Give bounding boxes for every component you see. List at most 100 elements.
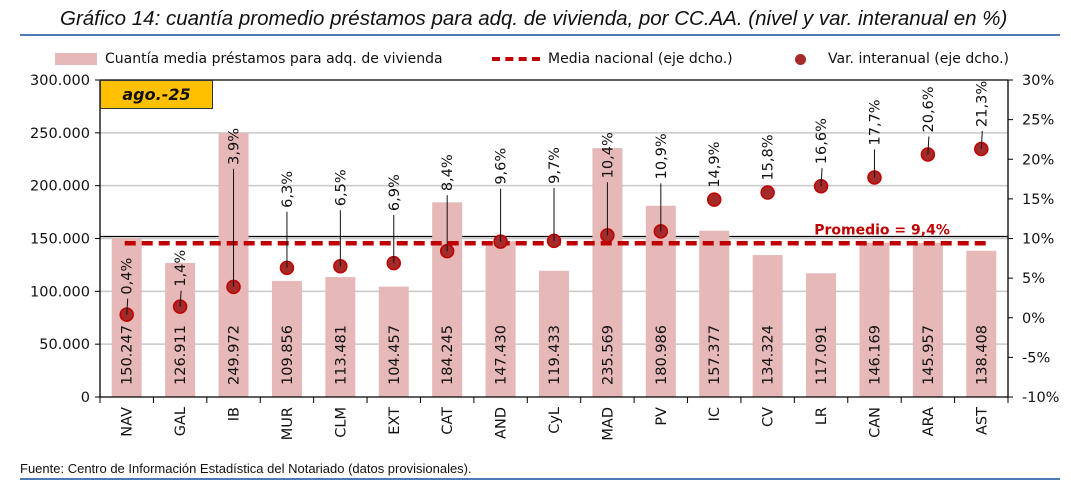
variation-label: 6,5% xyxy=(333,169,349,206)
bar-MUR xyxy=(271,280,302,397)
variation-label: 3,9% xyxy=(227,128,243,165)
bar-AND xyxy=(485,241,516,397)
bar-CAN xyxy=(859,242,890,397)
bar-value-label: 126.911 xyxy=(173,325,189,385)
variation-label: 16,6% xyxy=(814,118,830,164)
average-annotation: Promedio = 9,4% xyxy=(814,222,950,238)
category-label-MUR: MUR xyxy=(280,407,296,440)
bar-value-label: 119.433 xyxy=(547,325,563,385)
variation-dots xyxy=(119,141,989,322)
category-label-MAD: MAD xyxy=(600,407,616,441)
right-tick-label: 0% xyxy=(1022,311,1045,327)
bar-value-label: 109.856 xyxy=(280,325,296,385)
bar-value-label: 150.247 xyxy=(120,325,136,385)
left-tick-label: 250.000 xyxy=(30,126,90,142)
left-tick-label: 150.000 xyxy=(30,232,90,248)
variation-label: 9,7% xyxy=(547,147,563,184)
leader-line xyxy=(179,290,182,307)
bar-IC xyxy=(699,230,730,397)
bar-value-label: 134.324 xyxy=(761,325,777,385)
variation-label: 1,4% xyxy=(173,250,189,287)
source-note: Fuente: Centro de Información Estadístic… xyxy=(20,460,1060,480)
category-label-ARA: ARA xyxy=(921,407,937,436)
bar-ARA xyxy=(912,242,943,397)
bar-value-label: 147.430 xyxy=(494,325,510,385)
variation-label: 14,9% xyxy=(707,142,723,188)
right-tick-label: 5% xyxy=(1022,271,1045,287)
bar-value-label: 117.091 xyxy=(814,325,830,385)
bar-value-label: 235.569 xyxy=(600,325,616,385)
right-tick-label: 25% xyxy=(1022,113,1054,129)
category-label-AST: AST xyxy=(974,407,990,435)
category-label-CAN: CAN xyxy=(867,407,883,438)
category-label-CyL: CyL xyxy=(547,407,563,434)
legend-dot-label: Var. interanual (eje dcho.) xyxy=(828,51,1010,67)
category-label-CAT: CAT xyxy=(440,407,456,435)
legend-line-label: Media nacional (eje dcho.) xyxy=(548,51,733,67)
right-tick-label: 30% xyxy=(1022,73,1054,89)
chart-plot: 0 50.000 100.000 150.000 200.000 250.000 300.0… xyxy=(30,73,1059,441)
variation-label: 9,6% xyxy=(494,148,510,185)
variation-label: 17,7% xyxy=(867,99,883,145)
category-label-NAV: NAV xyxy=(120,407,136,437)
bar-LR xyxy=(806,273,837,397)
variation-label: 21,3% xyxy=(974,81,990,127)
axes: 0 50.000 100.000 150.000 200.000 250.000 300.0… xyxy=(30,73,1059,441)
chart-title-text: Gráfico 14: cuantía promedio préstamos p… xyxy=(60,7,1008,30)
category-label-EXT: EXT xyxy=(387,407,403,435)
leader-line xyxy=(980,130,983,149)
variation-label: 10,4% xyxy=(600,132,616,178)
legend-dash-swatch xyxy=(492,57,540,61)
right-tick-label: -10% xyxy=(1022,390,1059,406)
category-label-CV: CV xyxy=(761,407,777,427)
source-text: Fuente: Centro de Información Estadístic… xyxy=(20,461,472,476)
bar-value-label: 184.245 xyxy=(440,325,456,385)
bar-value-label: 157.377 xyxy=(707,325,723,385)
bar-EXT xyxy=(378,286,409,397)
bar-value-label: 249.972 xyxy=(227,325,243,385)
leader-line xyxy=(927,136,930,155)
category-label-IC: IC xyxy=(707,407,723,421)
bar-CyL xyxy=(539,270,569,397)
bar-value-label: 104.457 xyxy=(387,325,403,385)
leader-line xyxy=(820,168,823,187)
left-tick-label: 200.000 xyxy=(30,179,90,195)
category-label-IB: IB xyxy=(227,407,243,421)
left-tick-label: 100.000 xyxy=(30,284,90,300)
chart-title: Gráfico 14: cuantía promedio préstamos p… xyxy=(20,4,1060,36)
variation-label: 20,6% xyxy=(921,86,937,132)
variation-label: 15,8% xyxy=(761,134,777,180)
right-tick-label: 10% xyxy=(1022,232,1054,248)
legend-dot-swatch xyxy=(795,53,806,65)
period-badge: ago.-25 xyxy=(100,80,213,109)
category-label-PV: PV xyxy=(654,407,670,426)
leader-line xyxy=(126,298,129,315)
bar-CLM xyxy=(325,277,356,397)
bar-value-label: 146.169 xyxy=(867,325,883,385)
right-tick-label: 15% xyxy=(1022,192,1054,208)
category-label-GAL: GAL xyxy=(173,407,189,436)
bar-GAL xyxy=(165,262,196,397)
bar-CV xyxy=(752,255,783,397)
left-tick-label: 50.000 xyxy=(39,337,90,353)
variation-dot-CV xyxy=(760,185,775,200)
variation-label: 6,9% xyxy=(387,174,403,211)
legend-bar-swatch xyxy=(55,53,97,65)
bar-value-label: 113.481 xyxy=(333,325,349,385)
right-tick-label: 20% xyxy=(1022,152,1054,168)
legend-item-bar: Cuantía media préstamos para adq. de viv… xyxy=(55,48,443,70)
bar-value-label: 180.986 xyxy=(654,325,670,385)
category-label-CLM: CLM xyxy=(333,407,349,438)
left-tick-label: 0 xyxy=(81,390,90,406)
category-label-AND: AND xyxy=(494,407,510,439)
legend-item-line: Media nacional (eje dcho.) xyxy=(492,48,733,70)
variation-label: 10,9% xyxy=(654,133,670,179)
variation-label: 0,4% xyxy=(120,258,136,295)
legend-item-dot: Var. interanual (eje dcho.) xyxy=(795,48,1009,70)
variation-label: 6,3% xyxy=(280,171,296,208)
left-tick-label: 300.000 xyxy=(30,73,90,89)
category-label-LR: LR xyxy=(814,407,830,425)
variation-dot-IC xyxy=(706,192,722,207)
bar-value-label: 145.957 xyxy=(921,325,937,385)
data-labels: Promedio = 9,4% 150.247 126.911 249.972 109.… xyxy=(120,81,991,385)
